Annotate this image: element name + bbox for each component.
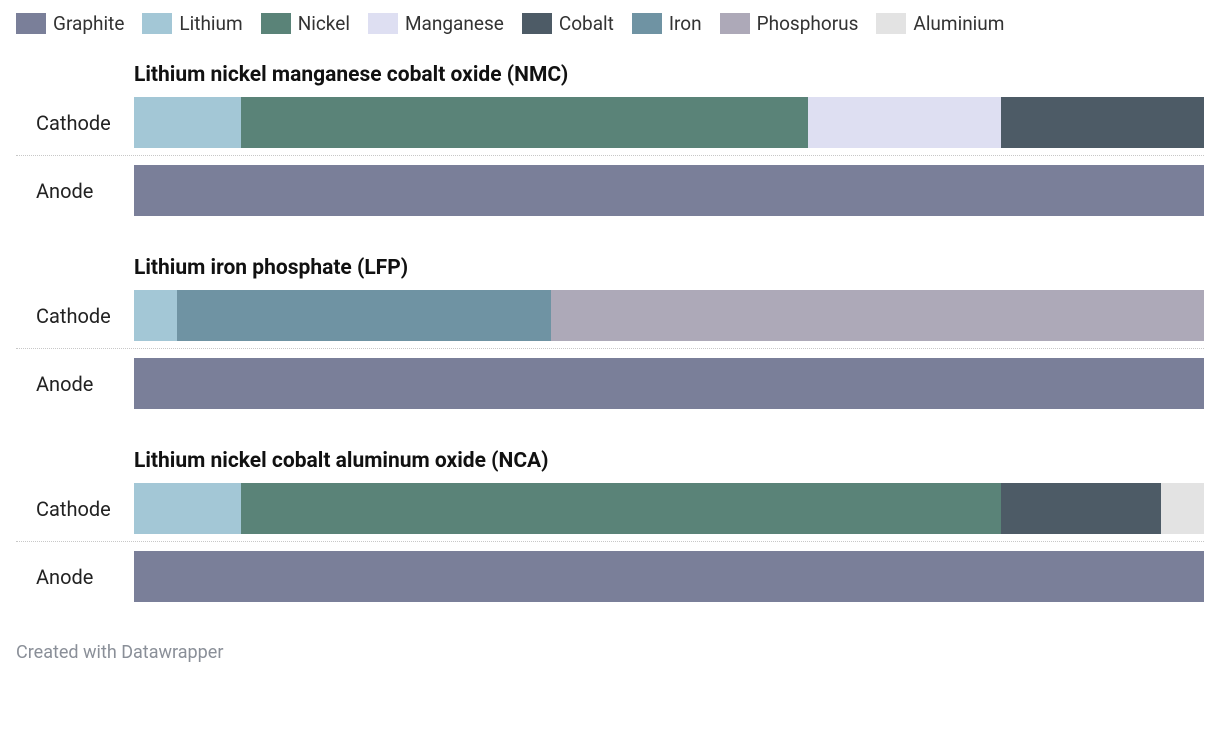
row-label: Anode — [16, 179, 134, 203]
bar-segment-cobalt — [1001, 97, 1204, 148]
row-label: Cathode — [16, 111, 134, 135]
legend-label: Nickel — [298, 12, 350, 35]
bar-segment-lithium — [134, 97, 241, 148]
legend-swatch-nickel — [261, 13, 291, 34]
legend-item-nickel: Nickel — [261, 12, 350, 35]
legend-swatch-graphite — [16, 13, 46, 34]
stacked-bar — [134, 290, 1204, 341]
stacked-bar — [134, 165, 1204, 216]
stacked-bar — [134, 358, 1204, 409]
legend-label: Cobalt — [559, 12, 614, 35]
stacked-bar — [134, 97, 1204, 148]
bar-row: Cathode — [16, 483, 1204, 534]
legend-item-lithium: Lithium — [142, 12, 242, 35]
bar-row: Anode — [16, 358, 1204, 409]
bar-row: Cathode — [16, 290, 1204, 341]
group-title: Lithium nickel cobalt aluminum oxide (NC… — [134, 449, 1204, 473]
legend-swatch-lithium — [142, 13, 172, 34]
bar-row: Cathode — [16, 97, 1204, 148]
legend-item-manganese: Manganese — [368, 12, 504, 35]
chart-group: Lithium nickel manganese cobalt oxide (N… — [16, 63, 1204, 216]
legend-item-graphite: Graphite — [16, 12, 124, 35]
legend-swatch-aluminium — [876, 13, 906, 34]
bar-segment-aluminium — [1161, 483, 1204, 534]
bar-segment-nickel — [241, 483, 1001, 534]
bar-segment-nickel — [241, 97, 808, 148]
bar-segment-manganese — [808, 97, 1001, 148]
bar-segment-lithium — [134, 483, 241, 534]
stacked-bar — [134, 483, 1204, 534]
bar-segment-lithium — [134, 290, 177, 341]
stacked-bar-chart: Lithium nickel manganese cobalt oxide (N… — [16, 63, 1204, 602]
bar-row: Anode — [16, 551, 1204, 602]
legend-swatch-iron — [632, 13, 662, 34]
bar-segment-graphite — [134, 551, 1204, 602]
group-title: Lithium nickel manganese cobalt oxide (N… — [134, 63, 1204, 87]
legend-swatch-cobalt — [522, 13, 552, 34]
row-label: Cathode — [16, 304, 134, 328]
legend-label: Manganese — [405, 12, 504, 35]
stacked-bar — [134, 551, 1204, 602]
row-label: Anode — [16, 372, 134, 396]
legend-item-iron: Iron — [632, 12, 702, 35]
bar-row: Anode — [16, 165, 1204, 216]
legend: Graphite Lithium Nickel Manganese Cobalt Iron… — [16, 12, 1204, 35]
footer-credit: Created with Datawrapper — [16, 642, 1204, 663]
legend-item-phosphorus: Phosphorus — [720, 12, 859, 35]
row-label: Anode — [16, 565, 134, 589]
row-label: Cathode — [16, 497, 134, 521]
bar-segment-graphite — [134, 165, 1204, 216]
legend-item-aluminium: Aluminium — [876, 12, 1004, 35]
legend-swatch-manganese — [368, 13, 398, 34]
bar-segment-iron — [177, 290, 552, 341]
legend-label: Phosphorus — [757, 12, 859, 35]
bar-segment-cobalt — [1001, 483, 1162, 534]
row-divider — [16, 541, 1204, 542]
bar-segment-phosphorus — [551, 290, 1204, 341]
group-title: Lithium iron phosphate (LFP) — [134, 256, 1204, 280]
legend-swatch-phosphorus — [720, 13, 750, 34]
chart-group: Lithium iron phosphate (LFP)Cathode Anode — [16, 256, 1204, 409]
row-divider — [16, 348, 1204, 349]
legend-label: Aluminium — [913, 12, 1004, 35]
legend-label: Lithium — [179, 12, 242, 35]
chart-group: Lithium nickel cobalt aluminum oxide (NC… — [16, 449, 1204, 602]
legend-label: Iron — [669, 12, 702, 35]
legend-item-cobalt: Cobalt — [522, 12, 614, 35]
bar-segment-graphite — [134, 358, 1204, 409]
legend-label: Graphite — [53, 12, 124, 35]
row-divider — [16, 155, 1204, 156]
